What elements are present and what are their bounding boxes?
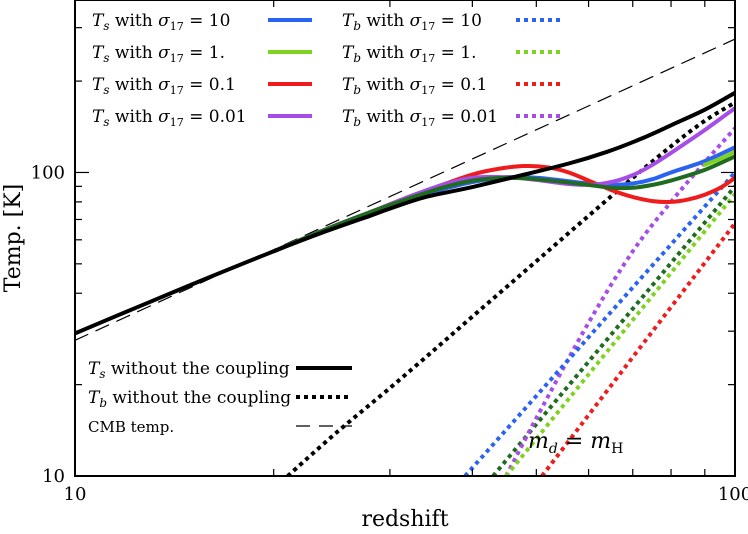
legend-var: T [88, 388, 101, 408]
legend-label: Ts with σ17 = 0.01 [92, 107, 247, 129]
series-tb1_dark [491, 185, 735, 476]
series-layer [75, 38, 735, 476]
y-tick-label: 100 [31, 162, 65, 183]
legend-sub: b [353, 115, 361, 129]
legend-sigma: σ [410, 43, 422, 63]
plot-frame [74, 0, 736, 477]
legend-sigma-sub: 17 [170, 52, 184, 65]
legend-sigma: σ [410, 75, 422, 95]
annot-lhs: m [528, 429, 549, 454]
series-ts1_light [702, 149, 735, 167]
legend-sub: s [99, 367, 105, 381]
legend-var: T [92, 11, 105, 31]
legend-var: T [92, 75, 105, 95]
legend-sigma-sub: 17 [421, 116, 435, 129]
legend-value: = 0.1 [435, 75, 487, 95]
legend-label: Tb with σ17 = 0.1 [342, 75, 487, 97]
legend-value: = 0.1 [184, 75, 236, 95]
legend-label: Tb with σ17 = 0.01 [342, 107, 498, 129]
legend-value: = 0.01 [435, 107, 498, 127]
annot-rhs-sub: H [611, 441, 623, 457]
annot-lhs-sub: d [549, 441, 558, 457]
legend-rest: CMB temp. [88, 418, 174, 436]
series-tb10 [463, 171, 735, 476]
x-tick-label: 10 [64, 484, 87, 505]
legend-sigma-sub: 17 [421, 52, 435, 65]
legend-sigma: σ [158, 11, 170, 31]
legend-rest: without the coupling [107, 388, 291, 408]
series-tb001 [504, 126, 735, 476]
legend-sigma: σ [158, 107, 170, 127]
series-cmb [75, 38, 735, 341]
legend-mid: with [361, 75, 410, 95]
legend-value: = 10 [184, 11, 231, 31]
annot-eq: = [558, 429, 590, 454]
legend-label: Ts without the coupling [88, 359, 290, 381]
legend-mid: with [110, 43, 159, 63]
legend-sub: s [103, 83, 109, 97]
legend-mid: with [110, 107, 159, 127]
legend-sub: b [99, 396, 107, 410]
legend-var: T [342, 107, 355, 127]
x-axis-label: redshift [361, 507, 448, 532]
mass-annotation: md = mH [528, 429, 623, 457]
legend-value: = 10 [435, 11, 482, 31]
legend-value: = 1. [184, 43, 225, 63]
legend-label: Ts with σ17 = 1. [92, 43, 225, 65]
legend-mid: with [110, 11, 159, 31]
legend-sigma-sub: 17 [170, 116, 184, 129]
series-ts_nc [75, 90, 735, 336]
legend-sigma: σ [410, 11, 422, 31]
legend-sigma: σ [410, 107, 422, 127]
legend-mid: with [361, 11, 410, 31]
annot-rhs: m [590, 429, 611, 454]
legend-var: T [342, 11, 355, 31]
legend-mid: with [110, 75, 159, 95]
legend-var: T [92, 43, 105, 63]
legend-value: = 0.01 [184, 107, 247, 127]
legend-sub: s [103, 19, 109, 33]
y-axis-label: Temp. [K] [1, 184, 26, 293]
legend-sigma-sub: 17 [421, 20, 435, 33]
legend-sigma: σ [158, 75, 170, 95]
legend-sub: b [353, 19, 361, 33]
legend-label: Ts with σ17 = 0.1 [92, 75, 236, 97]
series-tb_nc [286, 100, 735, 476]
y-tick-label: 10 [42, 466, 65, 487]
legend-label: Ts with σ17 = 10 [92, 11, 230, 33]
series-ts1 [271, 154, 735, 254]
legend-sigma-sub: 17 [421, 84, 435, 97]
legend-sub: s [103, 51, 109, 65]
legend-sub: b [353, 51, 361, 65]
legend-var: T [342, 75, 355, 95]
legend-sigma-sub: 17 [170, 20, 184, 33]
legend-rest: without the coupling [106, 359, 290, 379]
legend-sub: b [353, 83, 361, 97]
tick-layer: 10 100 10 100 [31, 0, 748, 505]
legend-label: CMB temp. [88, 418, 174, 436]
legend-sub: s [103, 115, 109, 129]
x-tick-label: 100 [718, 484, 748, 505]
legend-value: = 1. [435, 43, 476, 63]
legend-var: T [342, 43, 355, 63]
series-tb01 [540, 222, 735, 476]
legend-mid: with [361, 107, 410, 127]
legend-mid: with [361, 43, 410, 63]
legend-label: Tb without the coupling [88, 388, 291, 410]
legend-var: T [88, 359, 101, 379]
legend-var: T [92, 107, 105, 127]
legend-label: Tb with σ17 = 1. [342, 43, 477, 65]
legend-sigma-sub: 17 [170, 84, 184, 97]
legend-label: Tb with σ17 = 10 [342, 11, 482, 33]
legend-sigma: σ [158, 43, 170, 63]
series-tb1 [504, 192, 735, 476]
